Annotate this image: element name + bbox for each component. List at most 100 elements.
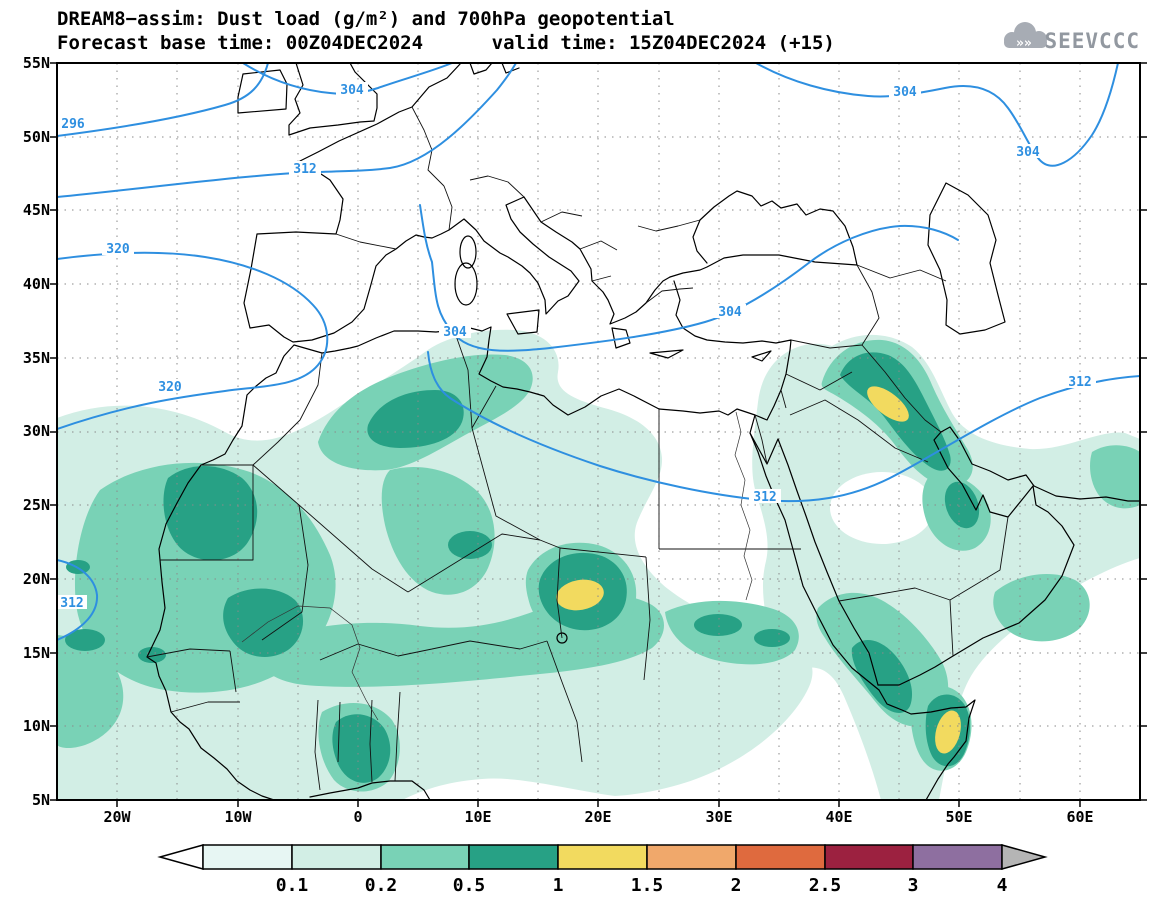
legend-value: 3 xyxy=(908,875,919,896)
coastline-horn-of-africa xyxy=(878,689,976,800)
legend-value-labels: 0.1 0.2 0.5 1 1.5 2 2.5 3 4 xyxy=(276,875,1008,896)
y-axis-label: 50N xyxy=(23,128,50,146)
legend-swatch xyxy=(557,844,648,870)
contour-label-group: 296 304 312 320 320 304 304 304 304 312 … xyxy=(57,82,1096,611)
axis-ticks xyxy=(50,62,1147,807)
y-axis-label: 20N xyxy=(23,570,50,588)
dust-patch xyxy=(1090,445,1140,509)
chart-title: DREAM8−assim: Dust load (g/m²) and 700hP… xyxy=(57,8,675,30)
contour-label: 320 xyxy=(158,380,182,395)
legend-value: 1.5 xyxy=(631,875,664,896)
dust-patch xyxy=(754,629,790,647)
dust-patch xyxy=(138,647,166,663)
coastline-corsica xyxy=(459,235,477,269)
y-axis-label: 45N xyxy=(23,201,50,219)
coastline-blacksea xyxy=(669,190,858,278)
dust-layer-1.0 xyxy=(556,386,961,754)
y-axis-labels: 55N 50N 45N 40N 35N 30N 25N 20N 15N 10N … xyxy=(23,54,50,809)
legend-swatch xyxy=(824,844,914,870)
legend-swatch xyxy=(468,844,559,870)
legend-value: 2.5 xyxy=(809,875,842,896)
x-axis-label: 10E xyxy=(464,808,491,826)
legend-value: 4 xyxy=(997,875,1008,896)
dust-patch xyxy=(367,390,464,448)
y-axis-label: 25N xyxy=(23,496,50,514)
dust-hole xyxy=(830,472,934,544)
legend-value: 2 xyxy=(731,875,742,896)
y-axis-label: 10N xyxy=(23,717,50,735)
dust-patch xyxy=(752,334,1140,800)
lake-chad xyxy=(556,632,568,644)
coastline-redsea-west xyxy=(749,432,880,691)
chart-subtitle: Forecast base time: 00Z04DEC2024 valid t… xyxy=(57,32,835,54)
legend-swatch xyxy=(380,844,470,870)
coastline-ireland xyxy=(237,69,288,114)
contour-label: 312 xyxy=(60,596,83,611)
dust-patch xyxy=(163,466,258,561)
niger-river xyxy=(241,605,379,721)
x-axis-label: 40E xyxy=(825,808,852,826)
legend-swatch xyxy=(912,844,1003,870)
y-axis-label: 40N xyxy=(23,275,50,293)
contour-304-trough xyxy=(419,204,959,352)
dust-patch xyxy=(448,531,492,559)
y-axis-label: 5N xyxy=(32,791,50,809)
legend-value: 1 xyxy=(553,875,564,896)
coastline-persian-gulf-iran xyxy=(940,426,1140,502)
dust-maximum xyxy=(935,710,961,754)
contour-304-northeast xyxy=(755,63,1119,167)
coastline-peloponnese xyxy=(611,327,631,349)
x-axis-label: 30E xyxy=(705,808,732,826)
legend-arrow-right xyxy=(1001,844,1048,870)
coastline-sicily xyxy=(506,309,540,335)
contour-label: 320 xyxy=(106,242,130,257)
x-axis-label: 20W xyxy=(103,808,131,826)
contour-312-west xyxy=(57,559,99,641)
legend-swatch xyxy=(646,844,737,870)
coastline-crete xyxy=(649,349,684,359)
dust-patch xyxy=(851,639,913,713)
coastline-arabia-south xyxy=(877,431,1075,686)
seevccc-logo: »» SEEVCCC xyxy=(1004,22,1139,53)
country-borders xyxy=(146,106,1009,791)
coastline-britain xyxy=(288,63,378,136)
y-axis-label: 55N xyxy=(23,54,50,72)
contour-label: 304 xyxy=(443,325,467,340)
x-axis-label: 50E xyxy=(945,808,972,826)
coastline-caspian xyxy=(927,182,1006,335)
x-axis-labels: 20W 10W 0 10E 20E 30E 40E 50E 60E xyxy=(103,808,1093,826)
legend-value: 0.2 xyxy=(365,875,398,896)
legend-swatch xyxy=(202,844,293,870)
coastline-sardinia xyxy=(454,262,478,306)
coastline-west-europe xyxy=(243,63,462,343)
dust-patch xyxy=(332,714,391,783)
contour-label: 312 xyxy=(753,490,776,505)
rivers xyxy=(241,411,753,721)
coastline-cyprus xyxy=(751,350,772,362)
legend-value: 0.5 xyxy=(453,875,486,896)
cloud-chevrons-icon: »» xyxy=(1016,36,1032,51)
x-axis-label: 0 xyxy=(353,808,362,826)
dust-patch xyxy=(993,573,1090,642)
dust-patch xyxy=(223,588,304,657)
legend-swatch xyxy=(291,844,382,870)
contour-label: 304 xyxy=(340,83,364,98)
dust-patch xyxy=(57,635,124,749)
y-axis-label: 15N xyxy=(23,644,50,662)
legend-value: 0.1 xyxy=(276,875,309,896)
dust-maximum xyxy=(867,386,909,422)
dust-patch xyxy=(381,466,495,595)
coastline-italy xyxy=(448,196,580,315)
contour-label: 304 xyxy=(718,305,742,320)
contour-label: 312 xyxy=(293,162,316,177)
contour-label: 304 xyxy=(1016,145,1040,160)
contour-label: 304 xyxy=(893,85,917,100)
dust-patch xyxy=(65,629,105,651)
nile-river xyxy=(734,411,753,601)
x-axis-label: 10W xyxy=(224,808,252,826)
coastline-balkans-greece xyxy=(523,196,671,325)
legend-arrow-left xyxy=(157,844,204,870)
y-axis-label: 35N xyxy=(23,349,50,367)
contour-label: 296 xyxy=(61,117,85,132)
